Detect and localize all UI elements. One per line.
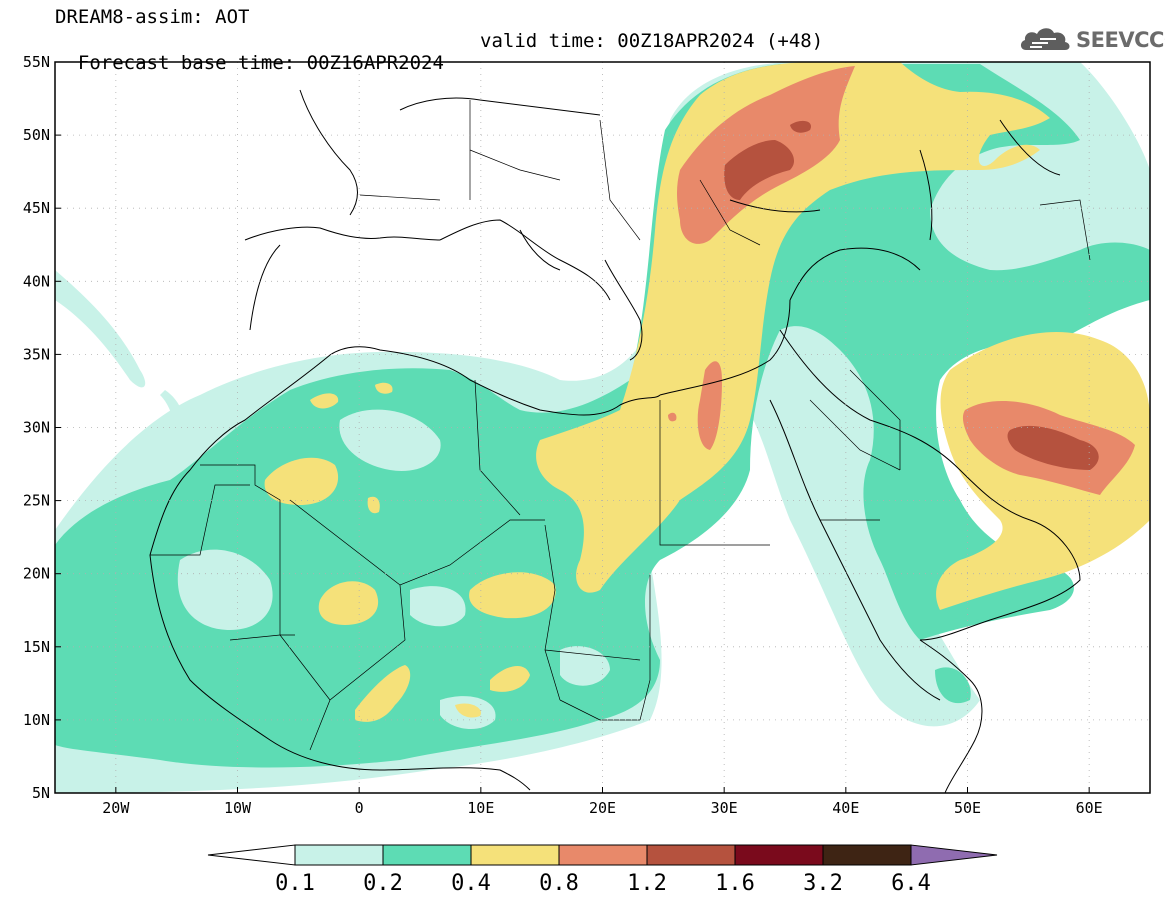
seevccc-logo: SEEVCCC [1018,24,1165,58]
base-time-label: Forecast base time: 00Z16APR2024 valid t… [55,30,823,96]
aot-field [55,62,1150,793]
lat-label: 10N [23,711,50,729]
colorbar-swatch [294,844,384,866]
lat-label: 40N [23,272,50,290]
borders [150,100,1091,751]
longitude-labels: 20W 10W 0 10E 20E 30E 40E 50E 60E [102,799,1102,817]
base-time-text: Forecast base time: 00Z16APR2024 [77,52,444,74]
lon-label: 50E [954,799,981,817]
lon-label: 20E [589,799,616,817]
lon-label: 40E [832,799,859,817]
aot-level-1.2 [724,120,1099,470]
colorbar-swatch [734,844,824,866]
colorbar-swatch [822,844,912,866]
colorbar: 0.1 0.2 0.4 0.8 1.2 1.6 3.2 6.4 [207,844,998,896]
lon-label: 10E [467,799,494,817]
valid-time-text: valid time: 00Z18APR2024 (+48) [480,30,824,52]
colorbar-level-label: 6.4 [891,871,931,896]
lat-label: 15N [23,638,50,656]
colorbar-swatch [646,844,736,866]
aot-level-0.1-patches [177,236,1016,730]
colorbar-level-label: 0.8 [539,871,579,896]
colorbar-swatch [382,844,472,866]
colorbar-level-label: 0.2 [363,871,403,896]
lon-label: 0 [355,799,364,817]
cloud-icon [1020,28,1070,50]
colorbar-swatch [558,844,648,866]
lat-label: 45N [23,199,50,217]
lon-label: 60E [1076,799,1103,817]
colorbar-level-label: 1.6 [715,871,755,896]
lat-label: 25N [23,492,50,510]
aot-level-0.4 [264,62,1150,722]
lon-label: 10W [224,799,252,817]
map-frame [54,61,1151,794]
colorbar-over-arrow [910,844,998,866]
lon-label: 20W [102,799,130,817]
colorbar-level-label: 1.2 [627,871,667,896]
latitude-labels: 55N 50N 45N 40N 35N 30N 25N 20N 15N 10N 5N [23,53,50,802]
colorbar-level-label: 0.4 [451,871,491,896]
logo-text: SEEVCCC [1076,28,1165,52]
lon-label: 30E [711,799,738,817]
map-grid [55,61,1150,794]
colorbar-under-arrow [207,844,296,866]
chart-title: DREAM8-assim: AOT [55,6,250,28]
lat-label: 50N [23,126,50,144]
coastlines [149,89,1081,793]
lat-label: 5N [32,784,50,802]
lat-label: 35N [23,345,50,363]
colorbar-level-label: 0.1 [275,871,315,896]
colorbar-swatch [470,844,560,866]
lat-label: 20N [23,565,50,583]
colorbar-level-label: 3.2 [803,871,843,896]
lat-label: 30N [23,419,50,437]
lat-label: 55N [23,53,50,71]
